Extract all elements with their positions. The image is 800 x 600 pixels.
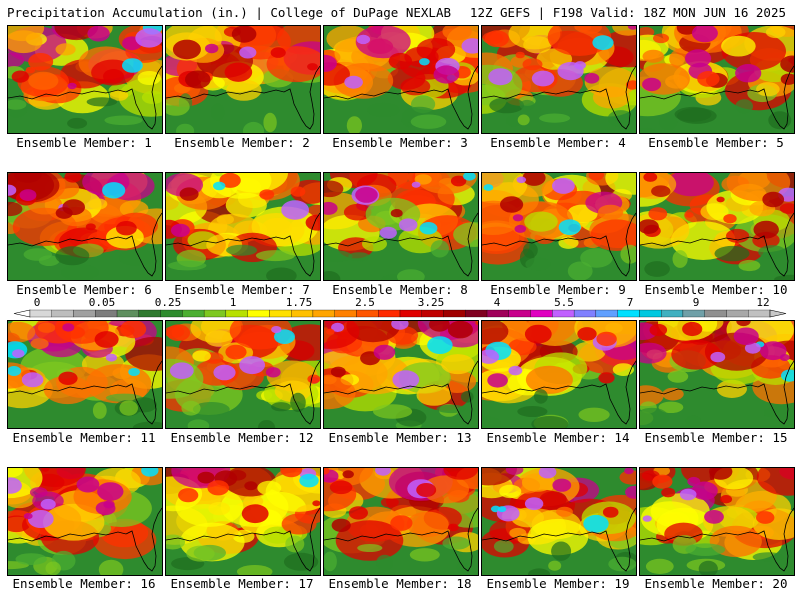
map-title: Precipitation Accumulation (in.) | Colle…	[7, 5, 452, 20]
ensemble-member-map	[165, 320, 321, 429]
ensemble-member-label: Ensemble Member: 13	[328, 430, 472, 445]
colorbar-tick-label: 0.25	[154, 296, 182, 309]
colorbar-tick-label: 0	[33, 296, 41, 309]
ensemble-member-map	[323, 25, 479, 134]
ensemble-member-label: Ensemble Member: 3	[332, 135, 468, 150]
ensemble-member-map	[7, 172, 163, 281]
ensemble-member-label: Ensemble Member: 8	[332, 282, 468, 297]
colorbar-tick-label: 9	[692, 296, 700, 309]
ensemble-member-label: Ensemble Member: 11	[12, 430, 156, 445]
colorbar-tick-label: 12	[756, 296, 770, 309]
colorbar-tick-label: 5.5	[554, 296, 574, 309]
ensemble-member-label: Ensemble Member: 15	[644, 430, 788, 445]
ensemble-member-label: Ensemble Member: 6	[16, 282, 152, 297]
colorbar-tick-label: 3.25	[417, 296, 445, 309]
colorbar-tick-label: 1.75	[285, 296, 313, 309]
precipitation-colorbar	[13, 309, 787, 318]
ensemble-member-map	[7, 320, 163, 429]
ensemble-member-map	[481, 467, 637, 576]
ensemble-member-label: Ensemble Member: 1	[16, 135, 152, 150]
ensemble-member-label: Ensemble Member: 14	[486, 430, 630, 445]
ensemble-member-label: Ensemble Member: 17	[170, 576, 314, 591]
ensemble-member-label: Ensemble Member: 9	[490, 282, 626, 297]
ensemble-member-map	[7, 467, 163, 576]
colorbar-tick-label: 0.05	[88, 296, 116, 309]
ensemble-member-label: Ensemble Member: 2	[174, 135, 310, 150]
ensemble-member-map	[481, 320, 637, 429]
ensemble-member-map	[165, 172, 321, 281]
ensemble-member-map	[481, 172, 637, 281]
ensemble-member-map	[323, 467, 479, 576]
ensemble-member-map	[639, 320, 795, 429]
ensemble-member-map	[639, 172, 795, 281]
ensemble-member-map	[165, 25, 321, 134]
ensemble-member-label: Ensemble Member: 20	[644, 576, 788, 591]
colorbar-tick-label: 7	[626, 296, 634, 309]
ensemble-member-map	[481, 25, 637, 134]
ensemble-member-label: Ensemble Member: 10	[644, 282, 788, 297]
ensemble-member-map	[639, 467, 795, 576]
ensemble-member-label: Ensemble Member: 7	[174, 282, 310, 297]
ensemble-member-map	[165, 467, 321, 576]
ensemble-member-label: Ensemble Member: 4	[490, 135, 626, 150]
colorbar-tick-label: 2.5	[355, 296, 375, 309]
ensemble-member-map	[323, 320, 479, 429]
colorbar-tick-label: 4	[493, 296, 501, 309]
ensemble-member-label: Ensemble Member: 18	[328, 576, 472, 591]
ensemble-member-label: Ensemble Member: 5	[648, 135, 784, 150]
ensemble-member-map	[323, 172, 479, 281]
colorbar-tick-label: 1	[229, 296, 237, 309]
model-valid-time: 12Z GEFS | F198 Valid: 18Z MON JUN 16 20…	[469, 5, 786, 20]
ensemble-member-label: Ensemble Member: 12	[170, 430, 314, 445]
ensemble-member-map	[7, 25, 163, 134]
ensemble-member-label: Ensemble Member: 16	[12, 576, 156, 591]
ensemble-member-map	[639, 25, 795, 134]
ensemble-member-label: Ensemble Member: 19	[486, 576, 630, 591]
